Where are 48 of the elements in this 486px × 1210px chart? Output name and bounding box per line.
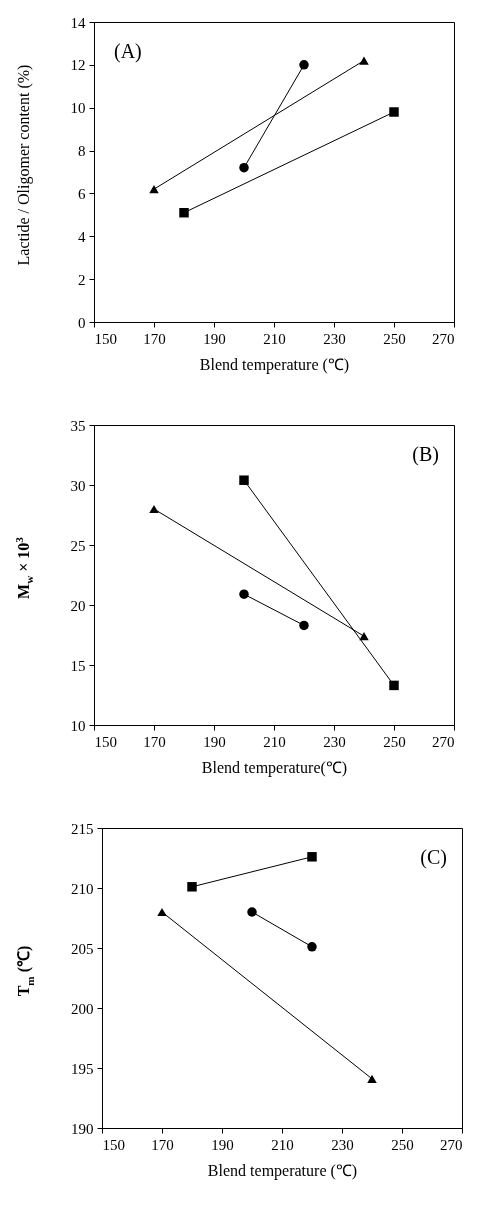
- y-tick-label: 0: [78, 314, 86, 331]
- y-tick-label: 215: [71, 820, 94, 837]
- x-tick-label: 190: [203, 733, 226, 750]
- x-tick-label: 270: [440, 1136, 463, 1153]
- y-tick-label: 10: [70, 100, 86, 117]
- x-tick-label: 150: [94, 330, 117, 347]
- y-tick-label: 190: [71, 1120, 94, 1137]
- x-tick-label: 210: [263, 733, 286, 750]
- x-tick-label: 250: [383, 733, 406, 750]
- x-axis-title: Blend temperature (℃): [199, 355, 350, 374]
- x-tick-label: 270: [432, 733, 455, 750]
- x-axis-title: Blend temperature(℃): [201, 758, 348, 777]
- x-tick-label: 210: [271, 1136, 294, 1153]
- x-tick-label: 170: [143, 330, 166, 347]
- x-tick-label: 150: [102, 1136, 125, 1153]
- x-tick-label: 190: [211, 1136, 234, 1153]
- x-tick-label: 230: [323, 733, 346, 750]
- y-axis-title: Lactide / Oligomer content (%): [15, 64, 33, 266]
- y-tick-label: 4: [78, 228, 86, 245]
- y-tick-label: 10: [70, 717, 86, 734]
- annotation: (A): [114, 40, 142, 63]
- x-tick-label: 170: [143, 733, 166, 750]
- x-tick-label: 150: [94, 733, 117, 750]
- y-tick-label: 210: [71, 880, 94, 897]
- x-tick-label: 190: [203, 330, 226, 347]
- annotation: (C): [420, 846, 447, 869]
- y-tick-label: 30: [70, 477, 86, 494]
- y-tick-label: 25: [70, 537, 86, 554]
- y-tick-label: 8: [78, 143, 86, 160]
- y-tick-label: 35: [70, 417, 86, 434]
- x-tick-label: 270: [432, 330, 455, 347]
- y-tick-label: 200: [71, 1000, 94, 1017]
- y-tick-label: 14: [70, 14, 86, 31]
- y-tick-label: 2: [78, 271, 86, 288]
- y-tick-label: 15: [70, 657, 86, 674]
- y-tick-label: 20: [70, 597, 86, 614]
- x-tick-label: 250: [383, 330, 406, 347]
- x-tick-label: 230: [323, 330, 346, 347]
- y-tick-label: 195: [71, 1060, 94, 1077]
- y-tick-label: 12: [70, 57, 86, 74]
- y-tick-label: 6: [78, 185, 86, 202]
- x-tick-label: 230: [331, 1136, 354, 1153]
- annotation: (B): [412, 443, 439, 466]
- y-tick-label: 205: [71, 940, 94, 957]
- x-tick-label: 210: [263, 330, 286, 347]
- x-axis-title: Blend temperature (℃): [207, 1161, 358, 1180]
- x-tick-label: 250: [391, 1136, 414, 1153]
- x-tick-label: 170: [151, 1136, 174, 1153]
